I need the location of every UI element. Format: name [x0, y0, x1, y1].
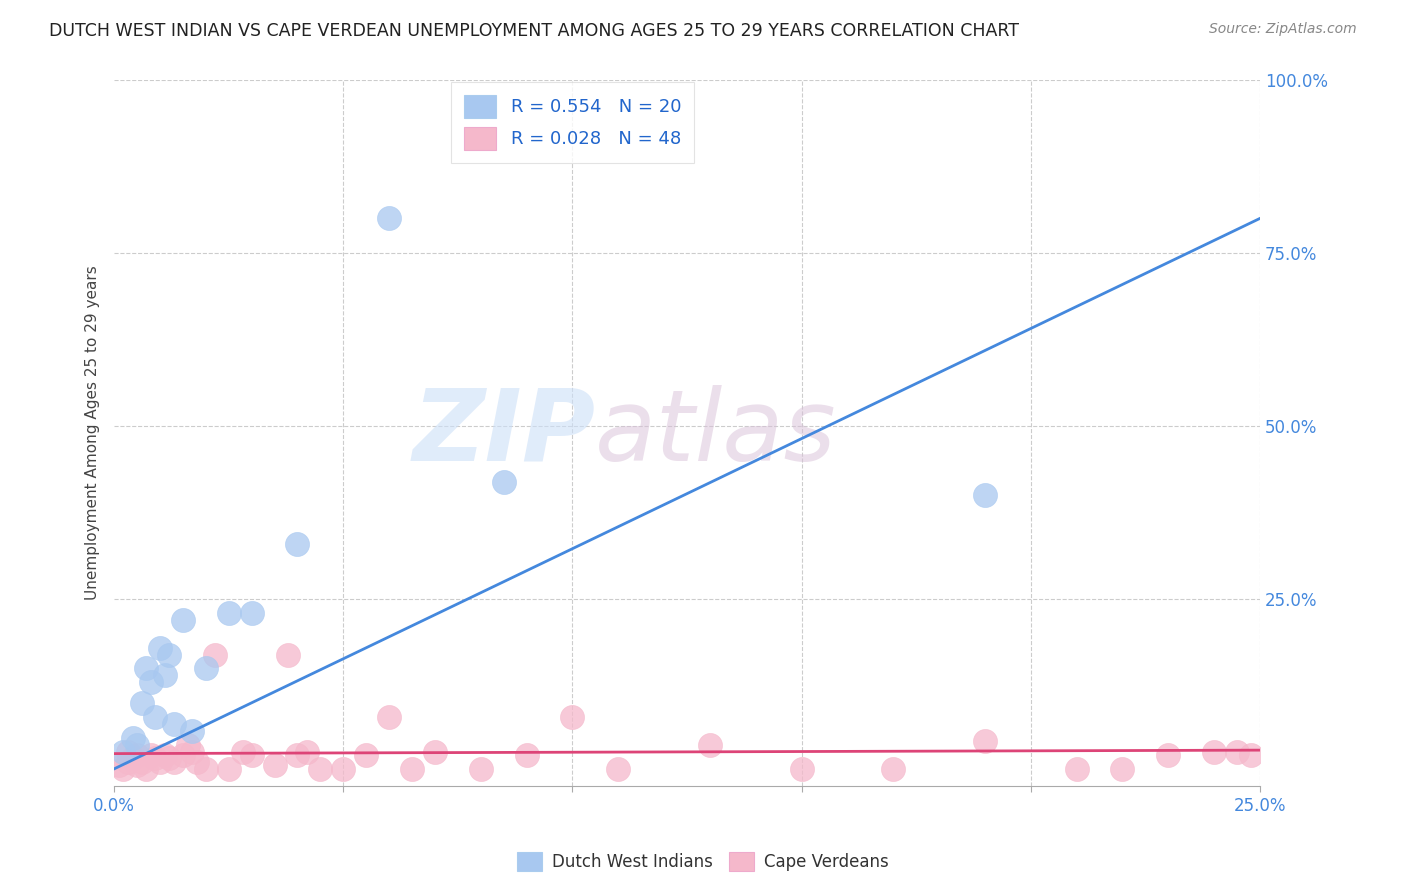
Point [163, 716, 186, 731]
Point [112, 762, 135, 776]
Point [277, 648, 299, 662]
Point [295, 745, 318, 759]
Legend: R = 0.554   N = 20, R = 0.028   N = 48: R = 0.554 N = 20, R = 0.028 N = 48 [451, 82, 693, 162]
Point [139, 675, 162, 690]
Point [157, 648, 180, 662]
Point [1202, 745, 1225, 759]
Point [790, 762, 813, 776]
Point [121, 751, 143, 765]
Point [974, 488, 997, 502]
Point [186, 755, 208, 769]
Point [163, 755, 186, 769]
Point [607, 762, 630, 776]
Point [149, 640, 172, 655]
Point [194, 762, 217, 776]
Point [181, 745, 204, 759]
Point [172, 747, 194, 762]
Point [231, 745, 253, 759]
Point [378, 710, 401, 724]
Point [882, 762, 904, 776]
Point [561, 710, 583, 724]
Point [263, 758, 285, 772]
Point [287, 537, 309, 551]
Point [1226, 745, 1249, 759]
Point [107, 758, 129, 772]
Y-axis label: Unemployment Among Ages 25 to 29 years: Unemployment Among Ages 25 to 29 years [86, 266, 100, 600]
Point [492, 475, 515, 489]
Point [332, 762, 354, 776]
Point [354, 747, 377, 762]
Point [172, 613, 194, 627]
Point [378, 211, 401, 226]
Point [309, 762, 332, 776]
Point [1111, 762, 1133, 776]
Point [121, 731, 143, 745]
Point [127, 758, 149, 772]
Text: atlas: atlas [595, 384, 837, 482]
Point [470, 762, 492, 776]
Point [974, 734, 997, 748]
Point [117, 755, 139, 769]
Point [145, 710, 167, 724]
Point [135, 762, 157, 776]
Point [401, 762, 423, 776]
Point [287, 747, 309, 762]
Point [127, 738, 149, 752]
Point [516, 747, 538, 762]
Point [699, 738, 721, 752]
Point [1240, 747, 1263, 762]
Point [157, 751, 180, 765]
Point [218, 606, 240, 620]
Point [135, 661, 157, 675]
Point [153, 747, 176, 762]
Point [131, 696, 153, 710]
Point [240, 606, 263, 620]
Point [1066, 762, 1088, 776]
Point [218, 762, 240, 776]
Text: DUTCH WEST INDIAN VS CAPE VERDEAN UNEMPLOYMENT AMONG AGES 25 TO 29 YEARS CORRELA: DUTCH WEST INDIAN VS CAPE VERDEAN UNEMPL… [49, 22, 1019, 40]
Point [139, 747, 162, 762]
Point [240, 747, 263, 762]
Point [181, 723, 204, 738]
Point [1157, 747, 1180, 762]
Point [149, 755, 172, 769]
Point [194, 661, 217, 675]
Point [112, 745, 135, 759]
Point [117, 745, 139, 759]
Legend: Dutch West Indians, Cape Verdeans: Dutch West Indians, Cape Verdeans [509, 843, 897, 880]
Point [127, 747, 149, 762]
Point [423, 745, 446, 759]
Text: Source: ZipAtlas.com: Source: ZipAtlas.com [1209, 22, 1357, 37]
Point [145, 751, 167, 765]
Point [204, 648, 226, 662]
Text: ZIP: ZIP [412, 384, 595, 482]
Point [131, 755, 153, 769]
Point [176, 738, 198, 752]
Point [153, 668, 176, 682]
